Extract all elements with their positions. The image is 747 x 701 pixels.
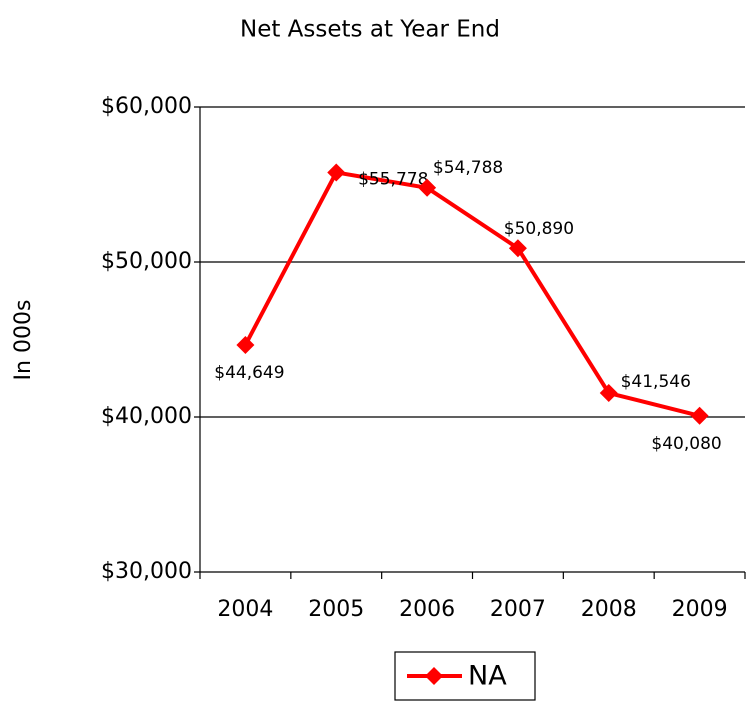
x-tick-label: 2008: [581, 597, 637, 622]
data-marker: [690, 406, 709, 425]
data-label: $55,778: [358, 169, 428, 189]
y-tick-label: $40,000: [101, 404, 192, 429]
x-tick-label: 2006: [399, 597, 455, 622]
x-tick-label: 2005: [308, 597, 364, 622]
data-label: $44,649: [214, 363, 284, 383]
data-label: $40,080: [651, 434, 721, 454]
y-tick-label: $30,000: [101, 559, 192, 584]
x-tick-label: 2009: [672, 597, 728, 622]
y-tick-label: $60,000: [101, 94, 192, 119]
y-tick-label: $50,000: [101, 249, 192, 274]
y-axis-label: In 000s: [11, 300, 36, 381]
data-marker: [327, 163, 346, 182]
data-marker: [508, 239, 527, 258]
legend-label: NA: [468, 661, 507, 692]
legend-box: [394, 651, 536, 701]
legend: NA: [394, 651, 536, 701]
data-marker: [418, 178, 437, 197]
legend-marker: [425, 667, 443, 685]
data-marker: [236, 335, 255, 354]
data-label: $41,546: [621, 372, 691, 392]
x-tick-label: 2004: [217, 597, 273, 622]
data-label: $50,890: [504, 219, 574, 239]
chart-title: Net Assets at Year End: [240, 17, 500, 43]
x-tick-label: 2007: [490, 597, 546, 622]
data-label: $54,788: [433, 158, 503, 178]
data-marker: [599, 384, 618, 403]
data-line: [243, 170, 701, 418]
